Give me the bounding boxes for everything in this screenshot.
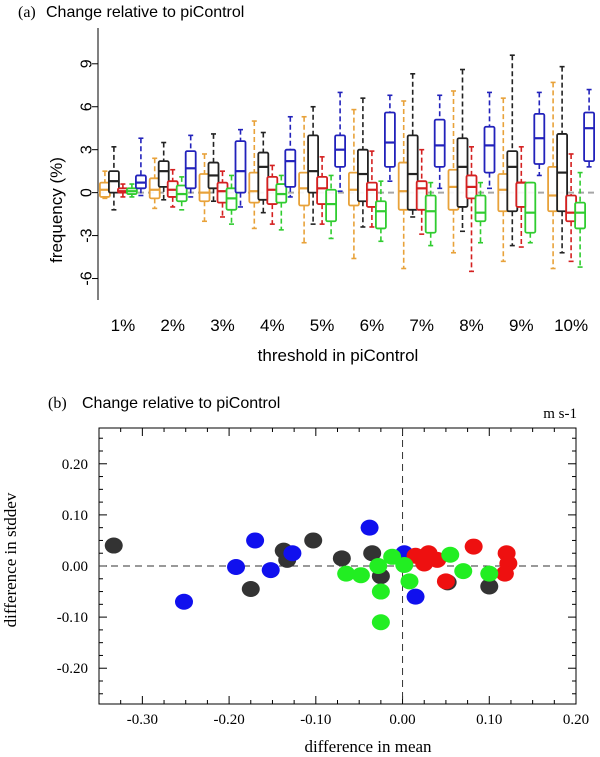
x-tick-label: -0.20 <box>213 712 244 728</box>
x-tick-label: -0.30 <box>127 712 158 728</box>
x-tick-label: 4% <box>260 316 285 335</box>
x-tick-label: 8% <box>459 316 484 335</box>
y-tick-label: 0.10 <box>62 508 88 524</box>
box-iqr <box>424 194 437 234</box>
x-tick-label: 7% <box>409 316 434 335</box>
scatter-point <box>227 559 246 576</box>
panel-a-y-axis-label: frequency (%) <box>47 157 66 263</box>
panel-a-boxes <box>99 54 595 273</box>
x-tick-label: 10% <box>554 316 588 335</box>
scatter-point <box>174 593 193 610</box>
panel-a: (a) Change relative to piControl frequen… <box>18 4 597 365</box>
x-tick-label: 0.20 <box>563 712 589 728</box>
y-tick-label: 0 <box>79 188 96 197</box>
panel-b-units: m s-1 <box>543 406 577 422</box>
box-iqr <box>456 137 469 208</box>
y-tick-label: -0.20 <box>57 661 88 677</box>
scatter-point <box>337 565 356 582</box>
x-tick-label: 2% <box>160 316 185 335</box>
scatter-point <box>371 614 390 631</box>
scatter-point <box>246 532 265 549</box>
y-tick-label: 6 <box>79 102 96 111</box>
y-tick-label: 9 <box>79 59 96 68</box>
scatter-point <box>371 583 390 600</box>
scatter-point <box>360 519 379 536</box>
box-iqr <box>334 134 347 168</box>
box-iqr <box>483 125 496 174</box>
x-tick-label: 6% <box>360 316 385 335</box>
panel-b-label: (b) <box>48 395 67 412</box>
scatter-point <box>363 545 382 562</box>
scatter-point <box>332 550 351 567</box>
scatter-point <box>480 578 499 595</box>
y-tick-label: 0.20 <box>62 457 88 473</box>
panel-b-y-tick-labels: -0.20 -0.10 0.00 0.10 0.20 <box>57 457 88 677</box>
panel-a-x-tick-labels: 1% 2% 3% 4% 5% 6% 7% 8% 9% 10% <box>111 316 589 335</box>
x-tick-label: 0.00 <box>389 712 415 728</box>
scatter-point <box>441 546 460 563</box>
panel-a-title: Change relative to piControl <box>46 4 244 21</box>
panel-b-x-tick-labels: -0.30 -0.20 -0.10 0.00 0.10 0.20 <box>127 712 589 728</box>
box-iqr <box>583 111 595 163</box>
x-tick-label: 3% <box>210 316 235 335</box>
scatter-point <box>395 556 414 573</box>
box-iqr <box>524 181 537 234</box>
panel-b-points <box>104 519 518 631</box>
scatter-point <box>495 565 514 582</box>
scatter-point <box>304 532 323 549</box>
x-tick-label: 5% <box>310 316 335 335</box>
y-tick-label: -3 <box>79 228 96 242</box>
scatter-point <box>454 563 473 580</box>
scatter-point <box>436 573 455 590</box>
panel-b-x-axis-label: difference in mean <box>304 737 432 756</box>
y-tick-label: -0.10 <box>57 610 88 626</box>
scatter-point <box>400 573 419 590</box>
scatter-point <box>261 562 280 579</box>
scatter-point <box>104 537 123 554</box>
x-tick-label: 1% <box>111 316 136 335</box>
panel-a-y-tick-labels: -6 -3 0 3 6 9 <box>79 59 96 285</box>
scatter-point <box>464 538 483 555</box>
box-iqr <box>157 160 170 188</box>
y-tick-label: 0.00 <box>62 559 88 575</box>
y-tick-label: 3 <box>79 145 96 154</box>
y-tick-label: -6 <box>79 271 96 285</box>
scatter-point <box>241 581 260 597</box>
box-iqr <box>374 200 387 230</box>
panel-a-x-axis-label: threshold in piControl <box>258 346 419 365</box>
scatter-point <box>351 567 370 584</box>
scatter-point <box>406 588 425 605</box>
box-iqr <box>284 148 297 188</box>
panel-b-y-axis-label: difference in stddev <box>1 492 20 627</box>
panel-a-label: (a) <box>18 4 36 21</box>
panel-b-title: Change relative to piControl <box>82 395 280 412</box>
box-iqr <box>148 177 161 200</box>
box-iqr <box>406 134 419 211</box>
x-tick-label: 0.10 <box>476 712 502 728</box>
panel-a-axis-ticks <box>92 63 98 280</box>
box-iqr <box>433 118 446 168</box>
box-iqr <box>356 148 369 203</box>
box-iqr <box>184 150 197 190</box>
box-iqr <box>234 140 247 194</box>
scatter-point <box>283 545 302 562</box>
x-tick-label: -0.10 <box>300 712 331 728</box>
scatter-point <box>480 565 499 582</box>
box-iqr <box>574 201 586 230</box>
box-iqr <box>307 134 320 194</box>
box-iqr <box>474 194 487 223</box>
x-tick-label: 9% <box>509 316 534 335</box>
panel-b: (b) Change relative to piControl m s-1 -… <box>1 395 589 756</box>
scatter-point <box>369 558 388 574</box>
box-iqr <box>325 188 338 223</box>
box-iqr <box>383 111 396 168</box>
